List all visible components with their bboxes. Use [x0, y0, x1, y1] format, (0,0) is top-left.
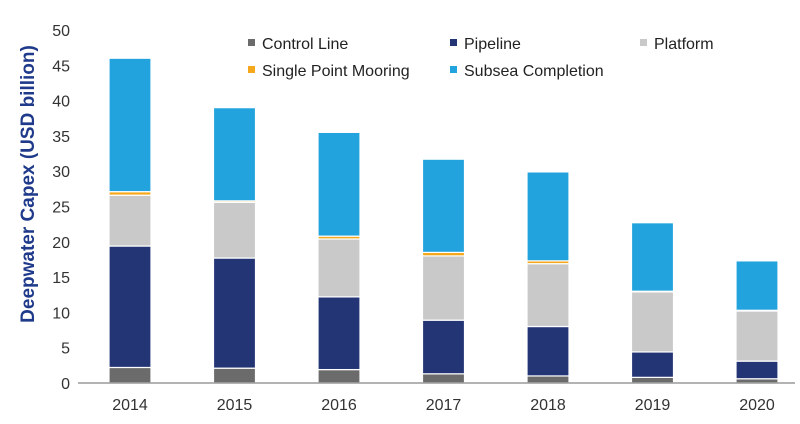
x-tick-label: 2016 — [321, 397, 357, 414]
bar-segment-subsea-completion — [317, 131, 361, 237]
bar-segment-platform — [526, 263, 570, 328]
bar-segment-platform — [735, 310, 779, 362]
bar-segment-pipeline — [108, 245, 152, 369]
legend-swatch — [450, 66, 457, 73]
y-tick-label: 40 — [52, 94, 70, 111]
y-tick-label: 0 — [61, 376, 70, 393]
x-tick-label: 2020 — [739, 397, 775, 414]
bar-segment-platform — [108, 194, 152, 247]
y-tick-label: 45 — [52, 58, 70, 75]
bar-segment-pipeline — [212, 257, 257, 369]
x-tick-label: 2014 — [112, 397, 148, 414]
y-tick-label: 15 — [52, 270, 70, 287]
bar-segment-platform — [317, 238, 361, 298]
bar-segment-subsea-completion — [421, 158, 466, 253]
bar-segment-platform — [630, 291, 675, 353]
bar-segment-pipeline — [421, 319, 466, 375]
y-tick-label: 35 — [52, 129, 70, 146]
legend-label: Control Line — [262, 36, 348, 53]
bar-segment-subsea-completion — [108, 57, 152, 193]
y-tick-label: 10 — [52, 305, 70, 322]
bar-segment-control-line — [630, 376, 675, 384]
legend-swatch — [640, 39, 647, 46]
y-tick-label: 25 — [52, 200, 70, 217]
legend-label: Subsea Completion — [464, 63, 604, 80]
bar-segment-control-line — [317, 368, 361, 384]
legend-swatch — [248, 39, 255, 46]
legend-label: Single Point Mooring — [262, 63, 410, 80]
bar-segment-subsea-completion — [735, 260, 779, 311]
legend-swatch — [450, 39, 457, 46]
y-axis-ticks: 0 5 10 15 20 25 30 35 40 45 50 — [52, 23, 70, 393]
y-tick-label: 5 — [61, 341, 70, 358]
x-tick-label: 2018 — [530, 397, 566, 414]
bar-segment-subsea-completion — [526, 171, 570, 262]
bar-segment-pipeline — [630, 351, 675, 378]
bar-segment-platform — [421, 255, 466, 321]
legend: Control Line Pipeline Platform Single Point… — [248, 36, 714, 80]
bar-segment-subsea-completion — [212, 107, 257, 202]
bar-segment-control-line — [421, 373, 466, 384]
y-tick-label: 50 — [52, 23, 70, 40]
bar-segment-control-line — [212, 367, 257, 384]
bar-segment-pipeline — [526, 325, 570, 377]
legend-label: Platform — [654, 36, 714, 53]
x-axis-ticks: 2014 2015 2016 2017 2018 2019 2020 — [112, 397, 775, 414]
bar-segment-control-line — [526, 375, 570, 384]
legend-swatch — [248, 66, 255, 73]
y-tick-label: 20 — [52, 235, 70, 252]
bar-segment-control-line — [108, 366, 152, 384]
bars — [108, 57, 779, 384]
x-tick-label: 2019 — [635, 397, 671, 414]
bar-segment-pipeline — [317, 296, 361, 371]
bar-segment-platform — [212, 201, 257, 259]
y-tick-label: 30 — [52, 164, 70, 181]
bar-segment-pipeline — [735, 360, 779, 380]
x-tick-label: 2017 — [426, 397, 462, 414]
bar-segment-subsea-completion — [630, 222, 675, 292]
y-axis-label: Deepwater Capex (USD billion) — [18, 45, 39, 323]
legend-label: Pipeline — [464, 36, 521, 53]
x-tick-label: 2015 — [217, 397, 253, 414]
